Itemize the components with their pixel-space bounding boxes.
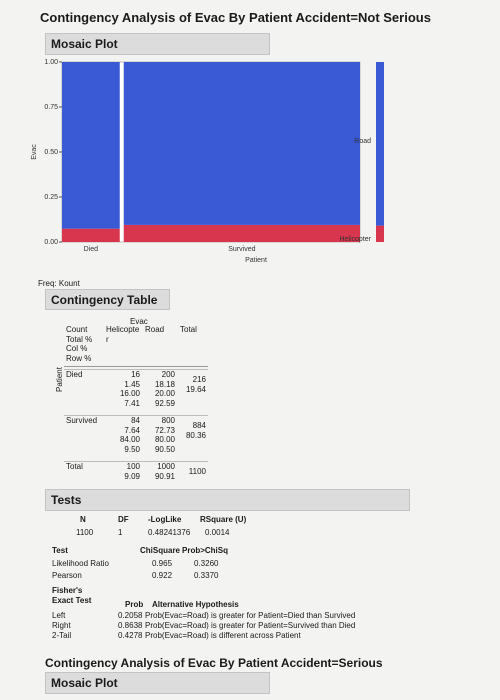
stub-label: Count (66, 325, 88, 334)
table-cell: 84 (131, 416, 140, 425)
table-cell: 200 (161, 370, 175, 379)
table-cell: 1100 (188, 467, 206, 476)
test-value: 2-Tail (52, 631, 72, 640)
column-header: Helicopter (106, 325, 140, 344)
test-value: 0.922 (152, 571, 173, 580)
table-rule (64, 461, 208, 462)
x-tick-label: Died (84, 246, 99, 253)
test-header: Test (52, 546, 68, 555)
test-value: 0.8638 (118, 621, 143, 630)
table-cell: 84.00 (119, 435, 140, 444)
column-header: Total (180, 325, 197, 334)
freq-label: Freq: Kount (38, 279, 80, 288)
table-cell: 9.50 (124, 444, 140, 454)
table-cell: 100 (126, 462, 140, 471)
test-header: Alternative Hypothesis (152, 600, 239, 609)
y-tick-label: 0.00 (44, 239, 58, 246)
test-value: 0.3370 (194, 571, 219, 580)
test-value: 0.0014 (205, 528, 230, 537)
test-header: -LogLike (148, 515, 182, 524)
legend-label: Helicopter (339, 236, 371, 243)
table-cell: 18.18 (154, 379, 175, 389)
test-value: 0.3260 (194, 559, 219, 568)
table-cell: 216 (192, 375, 206, 384)
table-cell: 800 (161, 416, 175, 425)
test-header: Exact Test (52, 596, 92, 605)
test-value: Likelihood Ratio (52, 559, 109, 568)
stub-label: Total % (66, 334, 93, 344)
table-cell: 80.00 (154, 435, 175, 444)
test-value: Left (52, 611, 66, 620)
x-axis-label: Patient (245, 257, 267, 264)
table-cell: 7.64 (124, 425, 140, 435)
table-cell: 1000 (157, 462, 175, 471)
mosaic-tile (62, 62, 120, 229)
test-value: 0.965 (152, 559, 173, 568)
test-header: DF (118, 515, 129, 524)
test-header: Prob (125, 600, 144, 609)
table-rule (64, 369, 208, 370)
table-cell: 80.36 (185, 430, 206, 440)
test-header: ChiSquare (140, 546, 181, 555)
table-cell: 90.91 (154, 471, 175, 481)
table-cell: 19.64 (185, 384, 206, 394)
row-label: Total (66, 462, 83, 471)
legend-label: Road (354, 138, 371, 145)
table-cell: 92.59 (154, 398, 175, 408)
column-var: Evac (130, 317, 148, 326)
test-value: 1 (118, 528, 123, 537)
contingency-table: Evac Count Total % Col % Row % Helicopter Road… (55, 317, 208, 481)
stub-label: Row % (66, 353, 92, 363)
test-value: Pearson (52, 571, 82, 580)
report-title: Contingency Analysis of Evac By Patient … (40, 10, 431, 25)
next-report-title: Contingency Analysis of Evac By Patient … (45, 656, 383, 670)
table-cell: 16.00 (119, 389, 140, 398)
section-header[interactable]: Mosaic Plot (45, 672, 270, 694)
table-cell: 72.73 (154, 425, 175, 435)
table-cell: 90.50 (154, 444, 175, 454)
mosaic-tile (123, 224, 360, 242)
mosaic-tile (123, 62, 360, 225)
table-cell: 7.41 (124, 398, 140, 408)
mosaic-plot: 0.00 0.25 0.50 0.75 1.00 Evac Died Survived Pati… (31, 59, 384, 264)
test-header: RSquare (U) (200, 515, 247, 524)
y-tick-label: 0.75 (44, 104, 58, 111)
test-value: 1100 (76, 528, 94, 537)
y-tick-label: 0.25 (44, 194, 58, 201)
x-tick-label: Survived (228, 246, 255, 253)
test-header: Prob>ChiSq (182, 546, 229, 555)
table-rule (64, 366, 208, 367)
table-cell: 16 (131, 370, 140, 379)
table-cell: 884 (192, 421, 206, 430)
test-value: Prob(Evac=Road) is greater for Patient=S… (145, 621, 356, 630)
table-cell: 1.45 (124, 379, 140, 389)
y-axis-label: Evac (31, 144, 38, 160)
test-header: N (80, 515, 86, 524)
table-cell: 9.09 (124, 471, 140, 481)
row-label: Survived (66, 416, 98, 425)
y-tick-label: 0.50 (44, 149, 58, 156)
test-value: 0.2058 (118, 611, 143, 620)
section-header[interactable]: Contingency Table (45, 289, 170, 310)
marginal-bar (376, 62, 384, 226)
row-label: Died (66, 370, 83, 379)
marginal-bar (376, 225, 384, 242)
section-header[interactable]: Tests (45, 489, 410, 511)
mosaic-tile (62, 228, 120, 242)
section-header[interactable]: Mosaic Plot (45, 33, 270, 55)
table-cell: 20.00 (154, 389, 175, 398)
test-value: Prob(Evac=Road) is different across Pati… (145, 631, 301, 640)
stub-label: Col % (66, 344, 88, 353)
test-value: 0.4278 (118, 631, 143, 640)
column-header: Road (145, 325, 165, 334)
test-value: 0.48241376 (148, 528, 191, 537)
test-header: Fisher's (52, 586, 83, 595)
table-rule (64, 415, 208, 416)
test-value: Prob(Evac=Road) is greater for Patient=D… (145, 611, 356, 620)
y-tick-label: 1.00 (44, 59, 58, 66)
test-value: Right (52, 621, 71, 630)
